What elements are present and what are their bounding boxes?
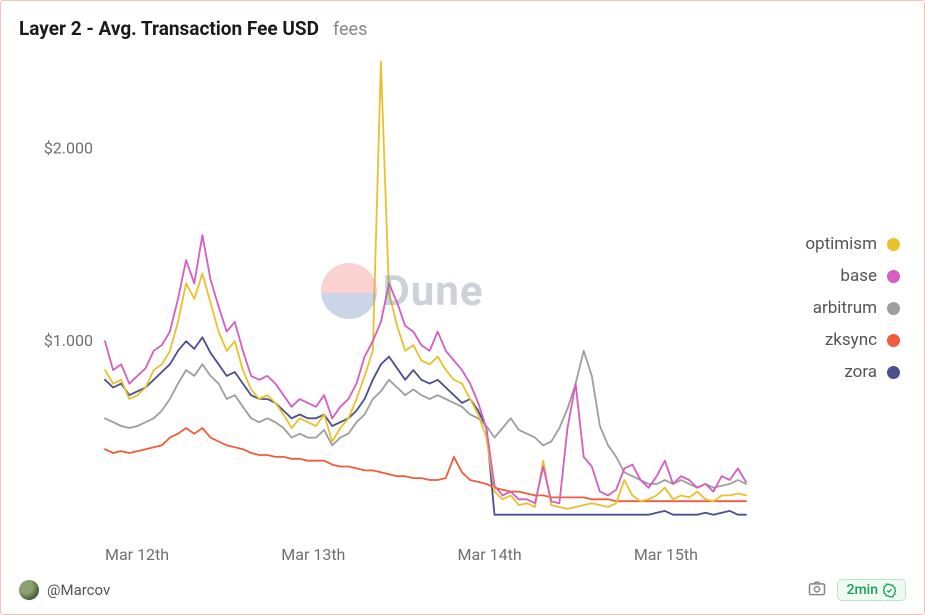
- legend-item-zksync[interactable]: zksync: [756, 330, 900, 350]
- legend-item-zora[interactable]: zora: [756, 362, 900, 382]
- legend-dot: [887, 366, 900, 379]
- y-tick-label: $2.000: [44, 138, 93, 157]
- author-link[interactable]: @Marcov: [19, 580, 110, 600]
- legend-dot: [887, 302, 900, 315]
- legend-dot: [887, 238, 900, 251]
- legend-dot: [887, 334, 900, 347]
- card-title: Layer 2 - Avg. Transaction Fee USD: [19, 17, 319, 40]
- author-handle: @Marcov: [47, 581, 110, 599]
- age-label: 2min: [846, 582, 878, 598]
- chart-card: Layer 2 - Avg. Transaction Fee USD fees …: [0, 0, 925, 615]
- card-footer: @Marcov 2min: [19, 578, 906, 602]
- x-tick-label: Mar 15th: [634, 545, 698, 564]
- legend-label: arbitrum: [813, 298, 877, 318]
- series-optimism: [105, 62, 746, 509]
- plot-area: Dune $1.000$2.000Mar 12thMar 13thMar 14t…: [19, 40, 756, 576]
- legend-dot: [887, 270, 900, 283]
- refresh-age-badge[interactable]: 2min: [837, 579, 906, 601]
- footer-actions: 2min: [807, 578, 906, 602]
- legend-label: zksync: [825, 330, 877, 350]
- series-zksync: [105, 428, 746, 501]
- x-tick-label: Mar 14th: [458, 545, 522, 564]
- x-tick-label: Mar 12th: [105, 545, 169, 564]
- card-body: Dune $1.000$2.000Mar 12thMar 13thMar 14t…: [19, 40, 906, 576]
- x-tick-label: Mar 13th: [281, 545, 345, 564]
- legend-item-optimism[interactable]: optimism: [756, 234, 900, 254]
- y-tick-label: $1.000: [44, 331, 93, 350]
- legend-item-base[interactable]: base: [756, 266, 900, 286]
- chart-legend: optimism base arbitrum zksync zora: [756, 40, 906, 576]
- card-subtitle: fees: [333, 19, 367, 40]
- legend-item-arbitrum[interactable]: arbitrum: [756, 298, 900, 318]
- legend-label: zora: [844, 362, 877, 382]
- series-zora: [105, 337, 746, 514]
- card-header: Layer 2 - Avg. Transaction Fee USD fees: [19, 17, 906, 40]
- camera-icon[interactable]: [807, 578, 827, 602]
- line-chart: $1.000 $2.000 Mar 12th Mar 13th Mar 14th Mar …: [19, 40, 756, 576]
- series-arbitrum: [105, 351, 746, 488]
- avatar-icon: [19, 580, 39, 600]
- legend-label: optimism: [805, 234, 877, 254]
- legend-label: base: [840, 266, 877, 286]
- check-seal-icon: [882, 583, 897, 598]
